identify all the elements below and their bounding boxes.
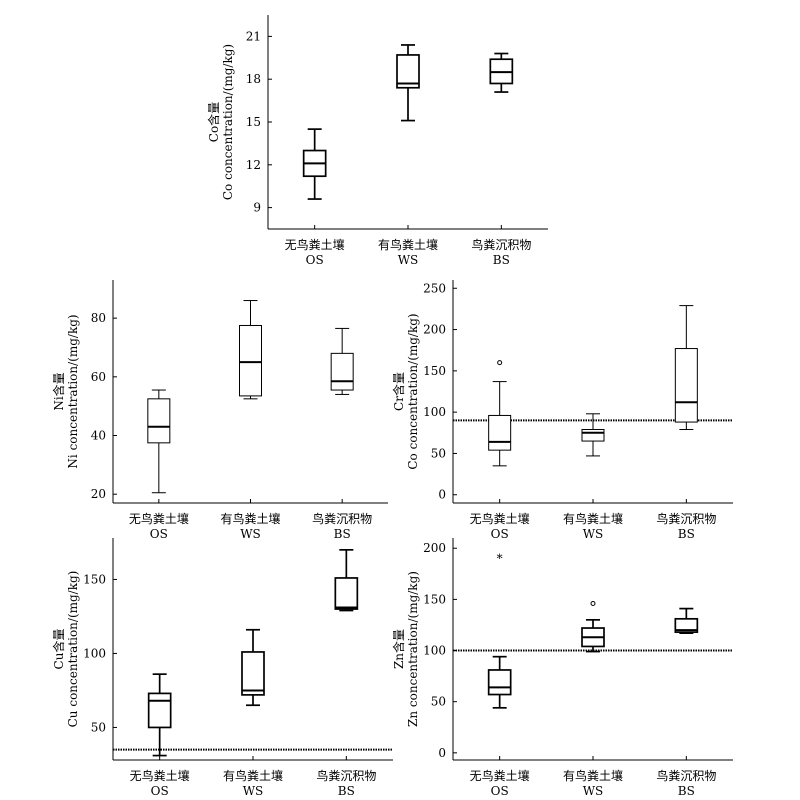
y-tick-label: 200 bbox=[423, 323, 446, 337]
y-tick-label: 100 bbox=[83, 646, 106, 660]
y-axis-title-en: Co concentration/(mg/kg) bbox=[221, 44, 235, 200]
x-tick-label-cn: 鸟粪沉积物 bbox=[656, 768, 716, 783]
x-tick-label-en: OS bbox=[151, 784, 169, 798]
y-tick-label: 0 bbox=[438, 488, 446, 502]
box-iqr bbox=[147, 398, 171, 444]
y-tick-label: 250 bbox=[423, 281, 446, 295]
x-tick-label-en: BS bbox=[334, 527, 351, 541]
y-axis-title-en: Ni concentration/(mg/kg) bbox=[66, 314, 80, 468]
box-iqr bbox=[674, 348, 698, 423]
box-iqr bbox=[330, 352, 354, 391]
x-tick-label-en: WS bbox=[583, 527, 604, 541]
x-tick-label-en: BS bbox=[678, 784, 695, 798]
box-iqr bbox=[334, 577, 359, 610]
x-tick-label-en: BS bbox=[493, 253, 510, 267]
box-WS bbox=[241, 628, 265, 707]
box-OS bbox=[147, 673, 172, 757]
box-WS bbox=[581, 413, 605, 457]
box-OS bbox=[147, 389, 171, 494]
y-axis-title-cn: Zn含量 bbox=[391, 629, 406, 669]
box-BS bbox=[334, 548, 359, 612]
x-tick-label-en: WS bbox=[240, 527, 261, 541]
y-axis-title-cn: Cr含量 bbox=[391, 372, 406, 411]
box-OS bbox=[302, 128, 327, 200]
outlier-circle bbox=[497, 360, 503, 366]
y-tick-label: 40 bbox=[91, 429, 106, 443]
box-iqr bbox=[239, 324, 262, 397]
box-BS bbox=[674, 305, 698, 430]
x-tick-label-cn: 无鸟粪土壤 bbox=[129, 511, 189, 526]
y-axis-title-cn: Co含量 bbox=[206, 102, 221, 142]
outlier-star: * bbox=[497, 551, 503, 565]
x-tick-label-cn: 有鸟粪土壤 bbox=[378, 237, 438, 252]
box-iqr bbox=[488, 414, 512, 451]
box-OS bbox=[488, 381, 512, 467]
y-axis-title-cn: Ni含量 bbox=[51, 372, 66, 410]
y-tick-label: 50 bbox=[431, 446, 446, 460]
box-OS bbox=[487, 655, 512, 709]
y-tick-label: 150 bbox=[423, 364, 446, 378]
x-tick-label-cn: 鸟粪沉积物 bbox=[471, 237, 531, 252]
outlier-circle bbox=[590, 600, 596, 606]
y-tick-label: 21 bbox=[246, 29, 261, 43]
x-tick-label-cn: 无鸟粪土壤 bbox=[470, 511, 530, 526]
x-tick-label-en: OS bbox=[150, 527, 168, 541]
y-tick-label: 100 bbox=[423, 405, 446, 419]
x-tick-label-cn: 鸟粪沉积物 bbox=[312, 511, 372, 526]
x-tick-label-en: OS bbox=[306, 253, 324, 267]
y-axis-title-cn: Cu含量 bbox=[51, 629, 66, 670]
x-tick-label-cn: 鸟粪沉积物 bbox=[316, 768, 376, 783]
y-tick-label: 200 bbox=[423, 541, 446, 555]
box-iqr bbox=[147, 692, 172, 729]
y-tick-label: 60 bbox=[91, 370, 106, 384]
x-tick-label-en: OS bbox=[491, 784, 509, 798]
y-axis-title-en: Zn concentration/(mg/kg) bbox=[406, 571, 420, 727]
box-BS bbox=[489, 52, 514, 93]
box-WS bbox=[239, 300, 262, 400]
y-tick-label: 12 bbox=[246, 158, 261, 172]
x-tick-label-cn: 有鸟粪土壤 bbox=[220, 511, 280, 526]
y-tick-label: 9 bbox=[253, 201, 261, 215]
y-axis-title-en: Co concentration/(mg/kg) bbox=[406, 313, 420, 469]
y-tick-label: 80 bbox=[91, 311, 106, 325]
y-tick-label: 20 bbox=[91, 487, 106, 501]
x-tick-label-en: OS bbox=[491, 527, 509, 541]
x-tick-label-cn: 无鸟粪土壤 bbox=[470, 768, 530, 783]
x-tick-label-cn: 无鸟粪土壤 bbox=[130, 768, 190, 783]
box-BS bbox=[674, 607, 699, 634]
box-iqr bbox=[674, 617, 699, 633]
box-WS bbox=[581, 618, 605, 653]
y-tick-label: 18 bbox=[246, 72, 261, 86]
box-iqr bbox=[241, 651, 265, 696]
y-tick-label: 150 bbox=[83, 572, 106, 586]
box-iqr bbox=[396, 54, 420, 89]
x-tick-label-cn: 有鸟粪土壤 bbox=[563, 768, 623, 783]
x-tick-label-en: WS bbox=[243, 784, 264, 798]
box-BS bbox=[330, 327, 354, 395]
x-tick-label-en: WS bbox=[583, 784, 604, 798]
box-iqr bbox=[581, 428, 605, 442]
y-tick-label: 50 bbox=[431, 695, 446, 709]
x-tick-label-en: BS bbox=[338, 784, 355, 798]
x-tick-label-cn: 无鸟粪土壤 bbox=[285, 237, 345, 252]
y-tick-label: 0 bbox=[438, 746, 446, 760]
x-tick-label-en: BS bbox=[678, 527, 695, 541]
x-tick-label-cn: 鸟粪沉积物 bbox=[656, 511, 716, 526]
y-tick-label: 150 bbox=[423, 592, 446, 606]
x-tick-label-en: WS bbox=[398, 253, 419, 267]
y-axis-title-en: Cu concentration/(mg/kg) bbox=[66, 571, 80, 728]
x-tick-label-cn: 有鸟粪土壤 bbox=[223, 768, 283, 783]
box-iqr bbox=[487, 669, 512, 696]
y-tick-label: 15 bbox=[246, 115, 261, 129]
box-WS bbox=[396, 44, 420, 122]
y-tick-label: 50 bbox=[91, 720, 106, 734]
x-tick-label-cn: 有鸟粪土壤 bbox=[563, 511, 623, 526]
y-tick-label: 100 bbox=[423, 644, 446, 658]
